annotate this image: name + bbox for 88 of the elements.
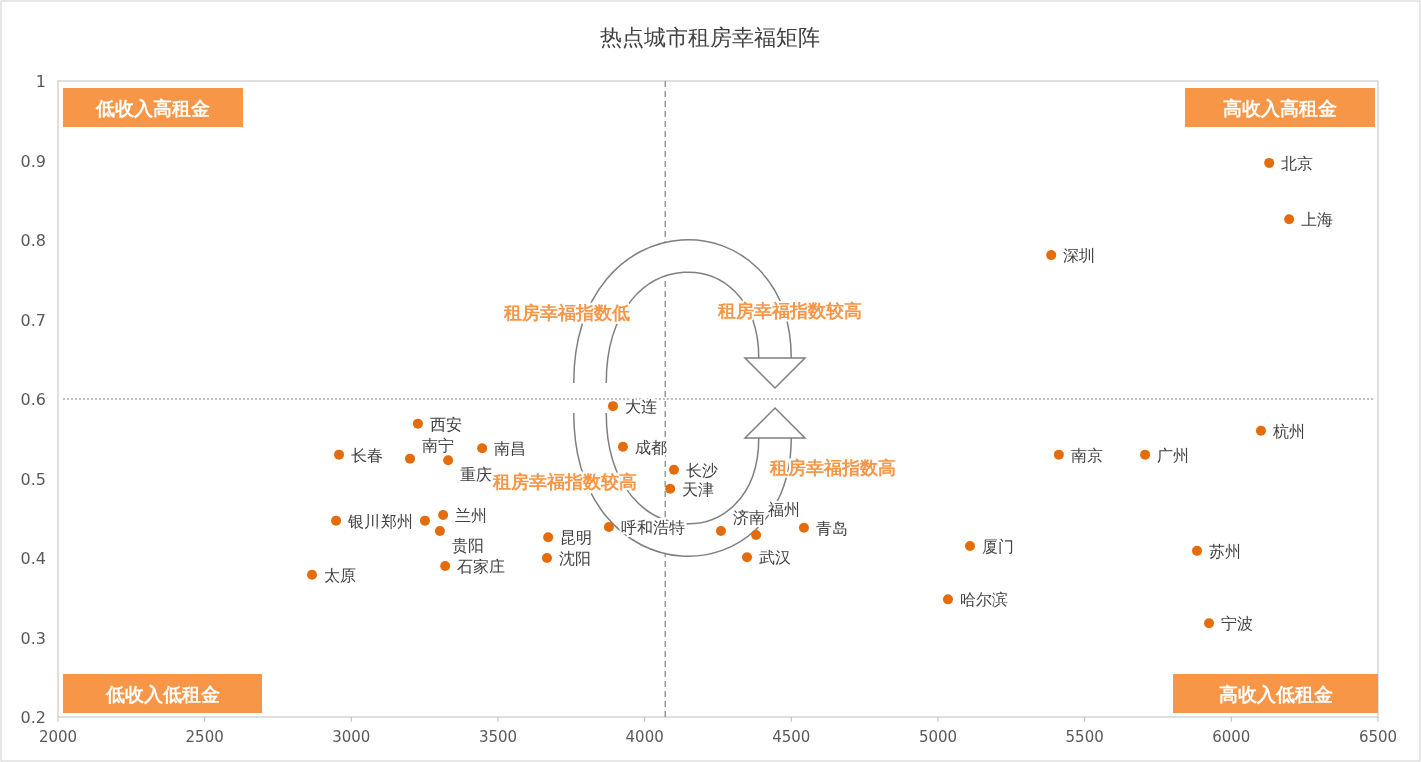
y-tick-label: 0.8 xyxy=(20,231,46,250)
point xyxy=(1204,618,1215,629)
x-tick-label: 6000 xyxy=(1212,728,1251,746)
annotation: 低收入高租金 xyxy=(95,97,210,119)
annotation: 高收入高租金 xyxy=(1223,97,1337,119)
y-tick-label: 1 xyxy=(35,72,46,91)
annotation: 长春 xyxy=(351,445,384,465)
point xyxy=(434,525,445,536)
annotation: 高收入低租金 xyxy=(1218,683,1333,705)
annotation: 苏州 xyxy=(1209,541,1242,561)
point xyxy=(798,522,809,533)
annotation: 兰州 xyxy=(455,506,488,526)
point xyxy=(419,515,430,526)
point xyxy=(440,560,451,571)
point xyxy=(964,541,975,552)
point xyxy=(334,449,345,460)
annotation: 低收入低租金 xyxy=(104,683,220,705)
point xyxy=(742,552,753,563)
annotation: 贵阳 xyxy=(451,535,484,555)
point xyxy=(715,525,726,536)
point xyxy=(1192,545,1203,556)
point xyxy=(443,455,454,466)
annotation: 南京 xyxy=(1070,445,1103,465)
annotation: 成都 xyxy=(634,437,667,457)
y-tick-label: 0.9 xyxy=(20,151,46,171)
annotation: 南宁 xyxy=(422,435,454,455)
x-tick-label: 2000 xyxy=(38,728,78,746)
x-tick-label: 4000 xyxy=(625,728,664,746)
x-tick-label: 6500 xyxy=(1358,728,1398,746)
annotation: 西安 xyxy=(429,414,462,434)
point xyxy=(541,553,552,563)
point xyxy=(405,453,415,464)
point xyxy=(607,401,618,412)
x-tick-label: 2500 xyxy=(185,728,224,746)
annotation: 宁波 xyxy=(1221,614,1254,634)
point xyxy=(438,510,449,521)
y-tick-label: 0.7 xyxy=(20,310,46,330)
x-tick-label: 5500 xyxy=(1065,728,1104,746)
annotation: 深圳 xyxy=(1063,246,1096,266)
point xyxy=(307,569,318,580)
point xyxy=(1284,214,1295,225)
point xyxy=(477,443,488,454)
y-tick-label: 0.2 xyxy=(20,708,46,727)
point xyxy=(603,522,614,532)
x-tick-label: 5000 xyxy=(918,728,958,746)
annotation: 济南 xyxy=(732,507,765,527)
y-tick-label: 0.6 xyxy=(20,390,46,409)
y-tick-label: 0.4 xyxy=(20,549,46,568)
point xyxy=(617,441,628,452)
annotation: 银川 xyxy=(347,511,381,531)
annotation: 长沙 xyxy=(686,460,718,480)
point xyxy=(1264,157,1275,168)
y-tick-label: 0.3 xyxy=(20,628,46,648)
annotation: 太原 xyxy=(324,565,357,585)
point xyxy=(412,418,423,429)
point xyxy=(669,464,679,475)
annotation: 哈尔滨 xyxy=(959,590,1008,610)
annotation: 北京 xyxy=(1281,153,1314,173)
annotation: 南昌 xyxy=(494,439,527,459)
annotation: 租房幸福指数高 xyxy=(769,457,896,478)
x-tick-label: 3000 xyxy=(332,728,371,746)
x-tick-label: 3500 xyxy=(478,728,518,746)
annotation: 呼和浩特 xyxy=(620,517,685,537)
x-tick-label: 4500 xyxy=(772,728,811,746)
annotation: 广州 xyxy=(1157,445,1190,465)
y-tick-label: 0.5 xyxy=(20,469,46,489)
point xyxy=(1053,449,1064,460)
annotation: 郑州 xyxy=(380,511,413,531)
point xyxy=(942,594,953,605)
annotation: 杭州 xyxy=(1271,421,1305,441)
annotation: 上海 xyxy=(1301,210,1334,230)
annotation: 重庆 xyxy=(460,465,493,485)
annotation: 沈阳 xyxy=(558,549,591,568)
point xyxy=(1140,449,1151,460)
point xyxy=(665,483,676,494)
annotation: 武汉 xyxy=(759,548,792,568)
point xyxy=(331,515,342,526)
annotation: 青岛 xyxy=(815,518,848,538)
point xyxy=(1046,250,1057,261)
annotation: 昆明 xyxy=(560,528,593,548)
annotation: 石家庄 xyxy=(457,556,506,576)
point xyxy=(1255,425,1266,436)
annotation: 天津 xyxy=(682,479,715,499)
point xyxy=(543,532,554,543)
point xyxy=(751,529,762,540)
annotation: 厦门 xyxy=(981,537,1014,557)
chart-title: 热点城市租房幸福矩阵 xyxy=(600,25,820,50)
annotation: 大连 xyxy=(624,397,657,417)
